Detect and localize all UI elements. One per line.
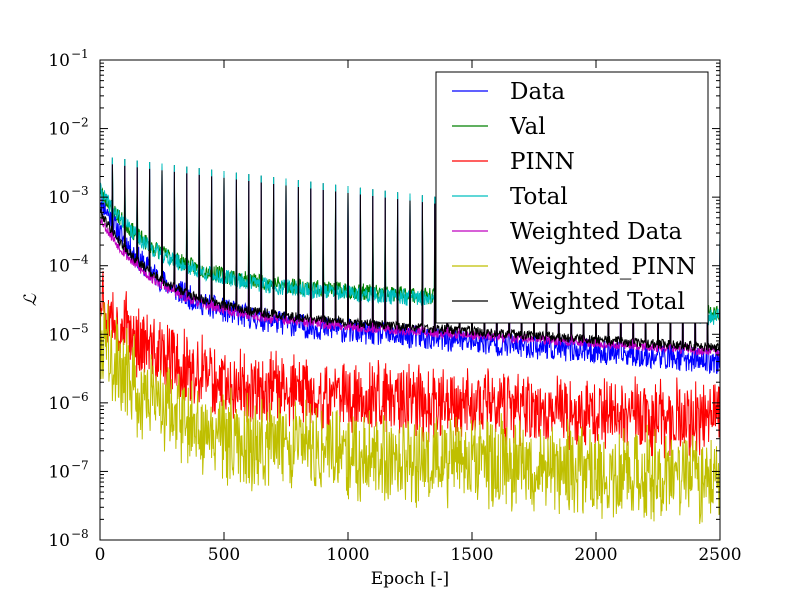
- y-tick-label: 10: [48, 531, 70, 551]
- y-tick-exponent: −5: [71, 321, 89, 335]
- y-tick-label: 10: [48, 462, 70, 482]
- x-tick-label: 1500: [450, 545, 493, 565]
- y-tick-label: 10: [48, 394, 70, 414]
- legend-label-total: Total: [510, 184, 568, 210]
- x-tick-label: 2000: [574, 545, 617, 565]
- y-tick-exponent: −7: [71, 458, 89, 472]
- y-tick-label: 10: [48, 188, 70, 208]
- plot-frame: [99, 59, 721, 541]
- plot-lines: [100, 157, 720, 525]
- legend-label-weighted-data: Weighted Data: [510, 219, 683, 245]
- x-tick-label: 0: [95, 545, 106, 565]
- series-line-weighted-pinn: [100, 302, 720, 525]
- y-tick-exponent: −8: [71, 527, 89, 541]
- x-axis-label: Epoch [-]: [371, 569, 449, 589]
- legend-box: [435, 71, 709, 324]
- y-tick-exponent: −2: [71, 116, 89, 130]
- x-tick-label: 500: [208, 545, 240, 565]
- y-axis: 10−110−210−310−410−510−610−710−8: [48, 47, 720, 551]
- x-tick-label: 1000: [326, 545, 369, 565]
- legend-label-weighted-total: Weighted Total: [510, 289, 685, 315]
- y-tick-exponent: −6: [71, 390, 89, 404]
- x-axis: 0 500 1000 1500 2000 2500: [95, 60, 742, 565]
- legend-label-weighted-pinn: Weighted_PINN: [510, 254, 696, 280]
- series-line-weighted-total: [100, 164, 720, 353]
- x-tick-label: 2500: [698, 545, 741, 565]
- y-tick-label: 10: [48, 120, 70, 140]
- legend-label-data: Data: [510, 79, 565, 105]
- y-tick-label: 10: [48, 257, 70, 277]
- series-line-pinn: [100, 271, 720, 459]
- y-tick-exponent: −1: [71, 47, 89, 61]
- y-tick-label: 10: [48, 51, 70, 71]
- legend: Data Val PINN Total Weighted Data Weighted_PI…: [435, 71, 709, 324]
- legend-label-pinn: PINN: [510, 149, 575, 175]
- y-tick-label: 10: [48, 325, 70, 345]
- y-tick-exponent: −4: [71, 253, 89, 267]
- legend-label-val: Val: [509, 114, 546, 140]
- y-axis-label: ℒ: [21, 293, 41, 306]
- y-tick-exponent: −3: [71, 184, 89, 198]
